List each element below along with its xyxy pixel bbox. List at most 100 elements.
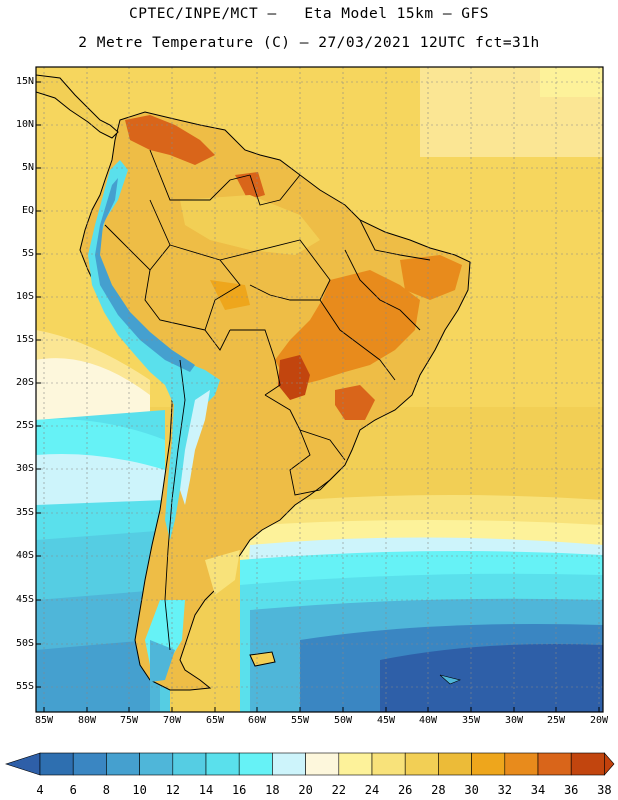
pacific-pale-band — [36, 358, 150, 420]
lon-label: 55W — [290, 715, 310, 726]
axis-ticks — [36, 81, 600, 712]
colorbar-label: 8 — [102, 783, 110, 797]
border-brazil-states-2 — [319, 299, 396, 381]
lat-label: 15N — [15, 76, 34, 87]
lon-label: 35W — [461, 715, 481, 726]
warm-bolivia — [210, 280, 250, 310]
lat-label: 45S — [15, 594, 34, 605]
border-brazil-states-3 — [359, 219, 431, 261]
lon-label: 65W — [205, 715, 225, 726]
lon-label: 25W — [546, 715, 566, 726]
colorbar-cell — [338, 752, 373, 776]
lat-label: 5S — [21, 248, 34, 259]
colorbar-label: 28 — [431, 783, 446, 797]
colorbar-label: 34 — [530, 783, 546, 797]
south-georgia — [439, 674, 461, 685]
colorbar-cell — [72, 752, 107, 776]
hotspot-guyana — [235, 172, 265, 200]
patagonia-mild — [205, 550, 240, 595]
colorbar-cell — [172, 752, 207, 776]
colorbar-cell — [139, 752, 174, 776]
border-chile-argentina — [164, 359, 186, 651]
lat-label: 5N — [21, 162, 34, 173]
border-peru-south — [144, 269, 206, 331]
lon-label: 45W — [376, 715, 396, 726]
colorbar-cell — [438, 752, 472, 776]
lat-label: EQ — [21, 205, 34, 216]
lat-label: 15S — [15, 334, 34, 345]
colorbar-label: 38 — [597, 783, 612, 797]
colorbar-cell — [205, 752, 240, 776]
border-bolivia-paraguay — [230, 329, 281, 396]
lon-label: 60W — [247, 715, 267, 726]
colorbar-label: 18 — [265, 783, 280, 797]
colorbar-label: 20 — [298, 783, 313, 797]
colorbar-cell — [471, 752, 506, 776]
title-line-2: 2 Metre Temperature (C) – 27/03/2021 12U… — [78, 35, 540, 51]
title-line-1: CPTEC/INPE/MCT – Eta Model 15km – GFS — [129, 6, 489, 22]
colorbar-cell — [238, 752, 273, 776]
hotspot-central-brazil — [275, 270, 420, 385]
lon-label: 70W — [162, 715, 182, 726]
country-borders — [104, 149, 431, 651]
andes-colder — [95, 178, 195, 372]
colorbar-cell — [570, 752, 605, 776]
lon-label: 50W — [333, 715, 353, 726]
border-brazil-states-1 — [344, 249, 421, 331]
colorbar-high-arrow — [604, 752, 615, 776]
colorbar-label: 36 — [563, 783, 579, 797]
colorbar-label: 10 — [132, 783, 147, 797]
colorbar-label: 30 — [464, 783, 479, 797]
colorbar — [5, 752, 615, 776]
colorbar-label: 16 — [231, 783, 247, 797]
colorbar-label: 26 — [397, 783, 413, 797]
lat-label: 30S — [15, 463, 34, 474]
pacific-colder-south — [36, 640, 150, 712]
colorbar-label: 32 — [497, 783, 513, 797]
colorbar-cell — [537, 752, 572, 776]
colorbar-label: 22 — [331, 783, 347, 797]
colorbar-cell — [305, 752, 340, 776]
colorbar-label: 14 — [198, 783, 214, 797]
colorbar-label: 24 — [364, 783, 380, 797]
lat-label: 10N — [15, 119, 34, 130]
lat-label: 55S — [15, 681, 34, 692]
lon-label: 80W — [77, 715, 97, 726]
colorbar-label: 6 — [69, 783, 77, 797]
amazon-warm — [180, 195, 320, 255]
colorbar-cell — [504, 752, 539, 776]
colorbar-cell — [371, 752, 406, 776]
central-america-land — [36, 74, 119, 139]
border-uruguay — [289, 429, 341, 496]
ocean-ne-warm — [540, 67, 603, 97]
atlantic-coldest — [380, 644, 603, 712]
tierra-del-fuego-cold — [150, 640, 175, 682]
hotspot-northeast — [400, 255, 462, 300]
lon-label: 30W — [504, 715, 524, 726]
colorbar-cell — [39, 752, 74, 776]
lat-label: 25S — [15, 420, 34, 431]
lat-label: 10S — [15, 291, 34, 302]
colorbar-label: 12 — [165, 783, 181, 797]
hotspot-sao-paulo — [335, 385, 375, 420]
lat-label: 35S — [15, 507, 34, 518]
andes-south-cold — [180, 390, 210, 505]
pacific-cool-pale — [36, 454, 165, 505]
lon-label: 85W — [34, 715, 54, 726]
lat-label: 20S — [15, 377, 34, 388]
hotspot-pantanal — [278, 355, 310, 400]
lat-label: 50S — [15, 638, 34, 649]
map-frame — [35, 66, 604, 713]
border-guianas — [249, 174, 301, 206]
colorbar-low-arrow — [5, 752, 41, 776]
colorbar-cell — [106, 752, 140, 776]
colorbar-cell — [404, 752, 439, 776]
lon-label: 20W — [589, 715, 609, 726]
falkland-islands — [249, 651, 276, 667]
hotspot-venezuela — [125, 115, 215, 165]
lon-label: 75W — [119, 715, 139, 726]
colorbar-cell — [272, 752, 306, 776]
lat-label: 40S — [15, 550, 34, 561]
lon-label: 40W — [418, 715, 438, 726]
